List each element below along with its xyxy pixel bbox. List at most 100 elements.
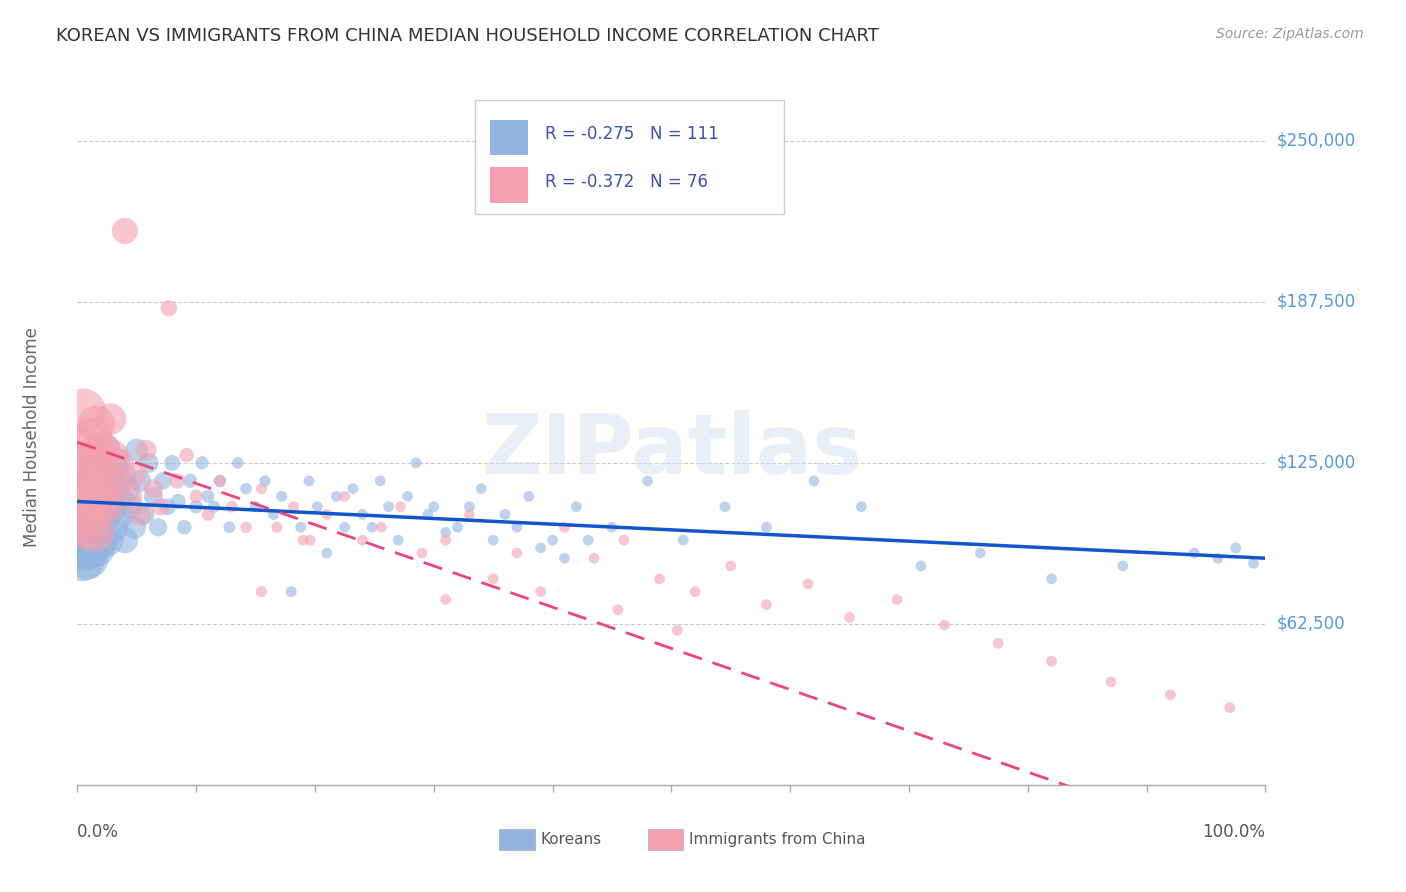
Point	[720, 558, 742, 573]
Bar	[499, 829, 534, 850]
Point	[530, 584, 553, 599]
Point	[1112, 558, 1135, 573]
Point	[423, 500, 446, 514]
Point	[1040, 572, 1063, 586]
Point	[70, 442, 93, 457]
Point	[77, 541, 100, 555]
Point	[266, 520, 288, 534]
Point	[157, 301, 180, 316]
Point	[146, 520, 169, 534]
Point	[125, 442, 148, 457]
Point	[118, 489, 141, 503]
Point	[80, 456, 103, 470]
Point	[969, 546, 991, 560]
Point	[482, 533, 505, 548]
Point	[672, 533, 695, 548]
Text: Median Household Income: Median Household Income	[22, 327, 41, 547]
Point	[97, 474, 120, 488]
Point	[166, 474, 188, 488]
Bar	[489, 120, 527, 155]
Point	[530, 541, 553, 555]
Point	[91, 442, 114, 457]
Point	[90, 482, 112, 496]
Point	[77, 500, 100, 514]
Point	[77, 482, 100, 496]
Point	[173, 520, 195, 534]
Point	[541, 533, 564, 548]
Point	[72, 404, 94, 418]
Point	[482, 572, 505, 586]
Point	[416, 508, 439, 522]
Point	[77, 456, 100, 470]
Point	[389, 500, 412, 514]
Point	[101, 448, 124, 462]
Point	[517, 489, 540, 503]
Point	[202, 500, 225, 514]
Point	[108, 508, 131, 522]
Point	[107, 489, 129, 503]
Point	[100, 500, 122, 514]
Point	[152, 474, 174, 488]
Point	[797, 577, 820, 591]
Point	[290, 520, 312, 534]
Point	[352, 508, 374, 522]
Point	[124, 468, 146, 483]
Point	[176, 448, 198, 462]
Point	[149, 500, 172, 514]
Point	[138, 456, 160, 470]
Point	[76, 551, 98, 566]
Point	[70, 508, 93, 522]
Text: Source: ZipAtlas.com: Source: ZipAtlas.com	[1216, 27, 1364, 41]
Point	[221, 500, 243, 514]
Point	[934, 618, 956, 632]
Point	[755, 598, 778, 612]
Point	[565, 500, 588, 514]
Point	[82, 508, 104, 522]
Point	[89, 533, 111, 548]
Point	[77, 508, 100, 522]
Point	[576, 533, 599, 548]
Point	[283, 500, 305, 514]
Point	[600, 520, 623, 534]
Point	[82, 430, 104, 444]
Text: $187,500: $187,500	[1277, 293, 1355, 310]
Point	[135, 442, 157, 457]
Point	[470, 482, 492, 496]
Point	[405, 456, 427, 470]
Point	[342, 482, 364, 496]
Point	[179, 474, 201, 488]
Point	[80, 533, 103, 548]
Point	[72, 541, 94, 555]
Point	[910, 558, 932, 573]
Point	[86, 468, 108, 483]
Point	[434, 525, 457, 540]
Point	[262, 508, 284, 522]
Point	[84, 474, 107, 488]
Point	[73, 474, 96, 488]
Point	[803, 474, 825, 488]
Point	[73, 494, 96, 508]
Point	[72, 520, 94, 534]
Point	[129, 508, 152, 522]
Point	[191, 456, 214, 470]
Point	[114, 533, 136, 548]
Point	[1182, 546, 1205, 560]
Point	[89, 474, 111, 488]
Point	[254, 474, 277, 488]
Point	[361, 520, 384, 534]
Point	[100, 412, 122, 426]
Point	[97, 500, 120, 514]
Point	[245, 500, 267, 514]
Point	[186, 489, 208, 503]
Point	[86, 417, 108, 432]
Point	[1206, 551, 1229, 566]
Text: 0.0%: 0.0%	[77, 823, 120, 841]
Point	[94, 482, 117, 496]
Point	[156, 500, 179, 514]
Point	[250, 584, 273, 599]
Point	[411, 546, 433, 560]
Text: R = -0.275   N = 111: R = -0.275 N = 111	[546, 126, 720, 144]
Point	[270, 489, 292, 503]
Point	[553, 520, 575, 534]
Point	[70, 508, 93, 522]
